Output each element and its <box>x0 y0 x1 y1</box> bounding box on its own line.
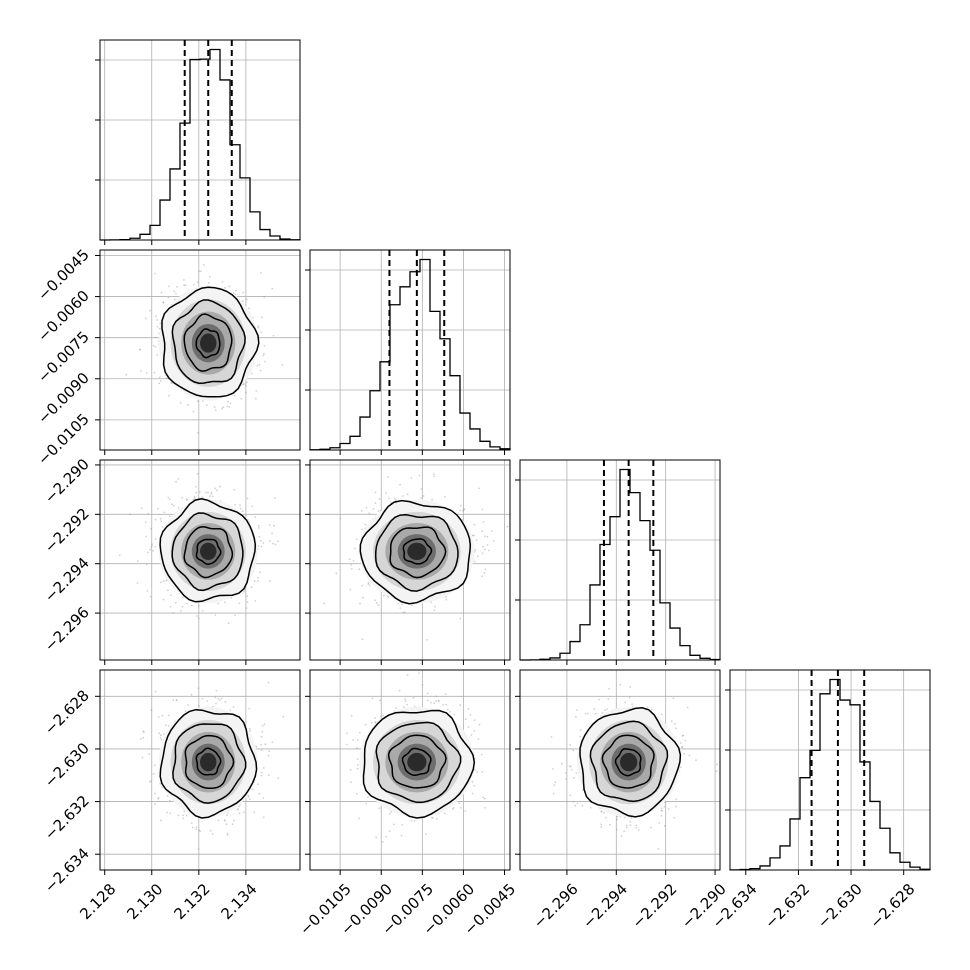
density-level <box>200 752 217 772</box>
x-tick-label: −2.294 <box>579 880 631 932</box>
contour-line <box>402 538 433 565</box>
contour-line <box>195 328 221 359</box>
density-level <box>407 542 427 560</box>
contour-line <box>387 734 447 789</box>
contour-line <box>171 512 244 592</box>
y-tick-label: −2.630 <box>41 739 93 791</box>
contour-line <box>195 747 222 776</box>
contour-line <box>183 526 234 579</box>
contour-line <box>172 723 247 804</box>
scatter-panel-3-2: −2.296−2.294−2.292−2.290 <box>515 669 730 932</box>
histogram-panel-2 <box>515 459 721 665</box>
histogram-steps <box>519 468 721 661</box>
density-level <box>620 752 638 772</box>
contour-line <box>375 721 462 804</box>
axes-frame <box>729 669 931 871</box>
x-tick-label: 2.132 <box>170 880 213 923</box>
y-tick-label: −2.296 <box>41 603 93 655</box>
contour-line <box>614 748 642 777</box>
contour-line <box>401 747 432 777</box>
contour-line <box>359 499 472 605</box>
density-level <box>407 752 427 772</box>
histogram-steps <box>99 48 301 241</box>
axes-frame <box>99 249 301 451</box>
y-tick-label: −2.634 <box>41 844 93 896</box>
axes-frame <box>309 249 511 451</box>
contour-line <box>374 514 459 592</box>
contour-line <box>362 709 476 819</box>
contour-line <box>579 707 682 818</box>
y-tick-label: −2.628 <box>41 686 93 738</box>
x-tick-label: −2.628 <box>866 880 918 932</box>
contour-line <box>161 286 260 398</box>
contour-line <box>159 498 257 603</box>
scatter-panel-2-1 <box>305 459 511 665</box>
contour-line <box>389 526 447 579</box>
histogram-panel-3: −2.634 −2.632 −2.630 −2.628 <box>709 669 931 932</box>
contour-line <box>589 720 669 803</box>
contour-line <box>184 734 235 789</box>
histogram-panel-0 <box>95 39 301 245</box>
y-tick-label: −2.292 <box>41 504 93 556</box>
x-tick-label: 2.130 <box>123 880 166 923</box>
x-tick-label: 2.134 <box>218 880 261 923</box>
scatter-panel-2-0: −2.296−2.294−2.292−2.290 <box>41 455 301 665</box>
y-tick-label: −2.294 <box>41 554 93 606</box>
histogram-panel-1 <box>305 249 511 455</box>
contour-line <box>195 538 222 565</box>
axes-frame <box>309 459 511 661</box>
scatter-panel-3-1: −0.0105−0.0090−0.0075−0.0060−0.0045 <box>296 669 519 939</box>
x-tick-label: −2.296 <box>530 880 582 932</box>
axes-frame <box>519 669 721 871</box>
axes-frame <box>99 669 301 871</box>
x-tick-label: 2.128 <box>76 880 119 923</box>
axes-frame <box>519 459 721 661</box>
density-level <box>200 542 217 560</box>
axes-frame <box>309 669 511 871</box>
x-tick-label: −2.630 <box>814 880 866 932</box>
axes-frame <box>99 39 301 241</box>
histogram-steps <box>729 678 931 871</box>
scatter-panel-3-0: −2.634−2.632−2.630−2.628 2.128 2.130 2.132 2… <box>41 669 301 923</box>
scatter-panel-1-0: −0.0105−0.0090−0.0075−0.0060−0.0045 <box>34 246 301 469</box>
y-tick-label: −2.632 <box>41 792 93 844</box>
density-level <box>200 333 217 353</box>
contour-line <box>183 313 233 372</box>
contour-line <box>601 734 655 789</box>
axes-frame <box>99 459 301 661</box>
contour-line <box>159 708 258 819</box>
x-tick-label: −2.292 <box>628 880 680 932</box>
contour-line <box>171 299 246 384</box>
histogram-steps <box>309 258 511 451</box>
x-tick-label: −2.632 <box>761 880 813 932</box>
